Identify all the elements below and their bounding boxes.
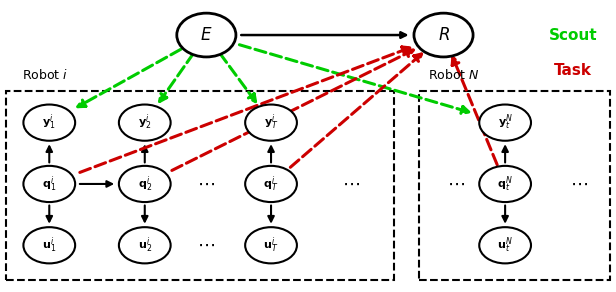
- Text: $\cdots$: $\cdots$: [197, 175, 216, 193]
- Text: Scout: Scout: [549, 27, 597, 43]
- Text: $\cdots$: $\cdots$: [447, 175, 465, 193]
- Ellipse shape: [414, 13, 473, 57]
- Ellipse shape: [23, 166, 75, 202]
- Text: $E$: $E$: [200, 26, 213, 44]
- Text: $\mathbf{y}_t^N$: $\mathbf{y}_t^N$: [498, 113, 513, 133]
- Ellipse shape: [23, 227, 75, 263]
- Text: $\cdots$: $\cdots$: [342, 175, 360, 193]
- Ellipse shape: [119, 166, 171, 202]
- Ellipse shape: [479, 105, 531, 141]
- Ellipse shape: [245, 166, 297, 202]
- Text: $\cdots$: $\cdots$: [570, 175, 588, 193]
- Text: Robot $\mathit{N}$: Robot $\mathit{N}$: [428, 68, 480, 82]
- Text: $\cdots$: $\cdots$: [197, 236, 216, 254]
- Text: $\mathbf{u}_t^N$: $\mathbf{u}_t^N$: [497, 235, 513, 255]
- Text: $\mathbf{q}_1^i$: $\mathbf{q}_1^i$: [42, 174, 57, 194]
- Ellipse shape: [245, 105, 297, 141]
- Text: $\mathbf{y}_2^i$: $\mathbf{y}_2^i$: [138, 113, 152, 133]
- Ellipse shape: [23, 105, 75, 141]
- Text: $\mathbf{u}_T^i$: $\mathbf{u}_T^i$: [264, 235, 278, 255]
- Ellipse shape: [479, 166, 531, 202]
- Text: $R$: $R$: [437, 26, 450, 44]
- Text: $\mathbf{q}_T^i$: $\mathbf{q}_T^i$: [264, 174, 278, 194]
- Ellipse shape: [245, 227, 297, 263]
- Text: $\mathbf{q}_t^N$: $\mathbf{q}_t^N$: [497, 174, 513, 194]
- Text: $\mathbf{y}_1^i$: $\mathbf{y}_1^i$: [43, 113, 56, 133]
- Text: $\mathbf{u}_1^i$: $\mathbf{u}_1^i$: [42, 235, 57, 255]
- Ellipse shape: [479, 227, 531, 263]
- Text: $\mathbf{y}_T^i$: $\mathbf{y}_T^i$: [264, 113, 278, 133]
- Text: Robot $\mathit{i}$: Robot $\mathit{i}$: [22, 68, 68, 82]
- Ellipse shape: [119, 105, 171, 141]
- Text: $\mathbf{q}_2^i$: $\mathbf{q}_2^i$: [137, 174, 152, 194]
- Ellipse shape: [177, 13, 236, 57]
- Text: $\mathbf{u}_2^i$: $\mathbf{u}_2^i$: [138, 235, 152, 255]
- Text: Task: Task: [554, 62, 592, 78]
- Ellipse shape: [119, 227, 171, 263]
